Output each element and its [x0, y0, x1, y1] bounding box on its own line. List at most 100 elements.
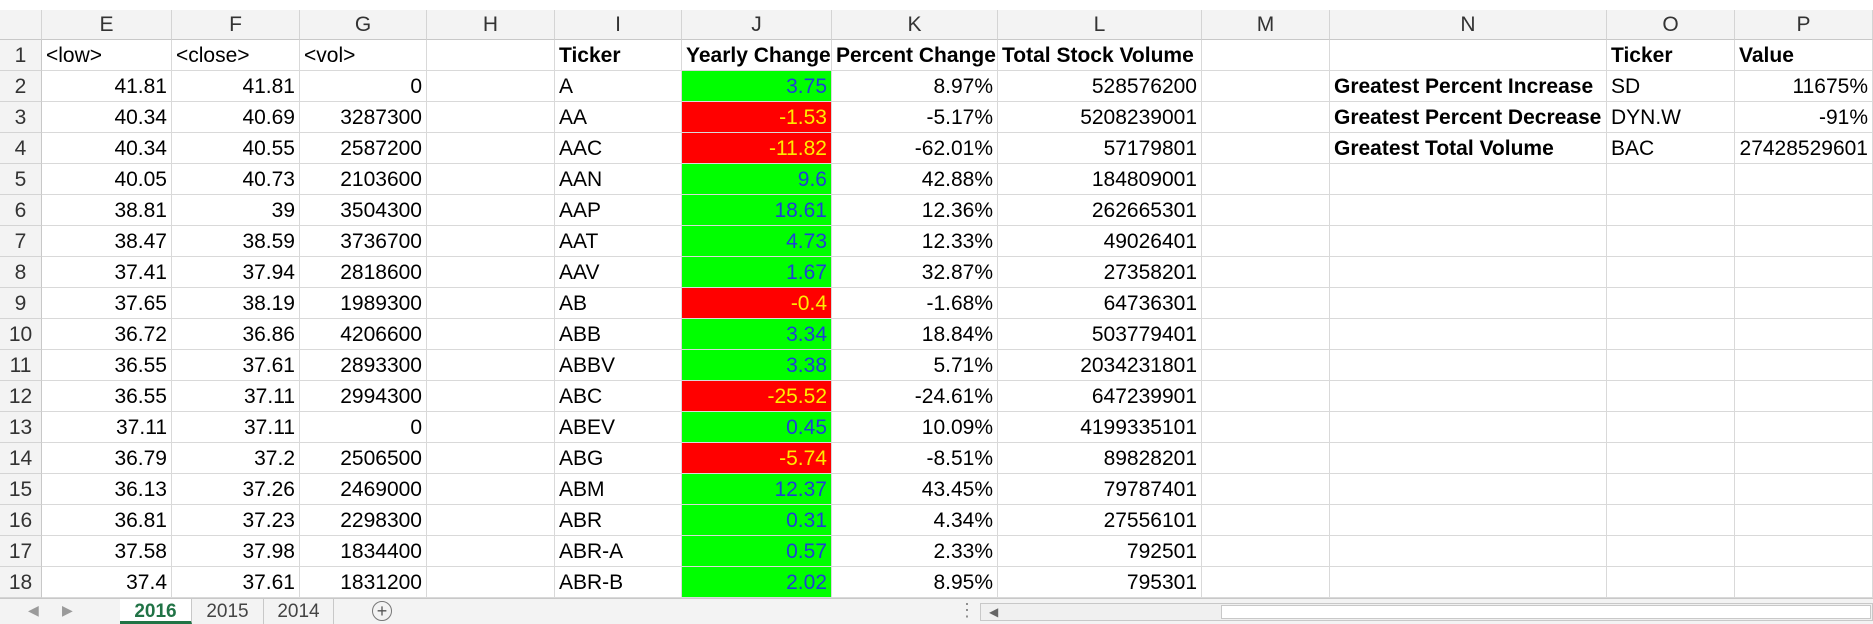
column-header-h[interactable]: H: [427, 10, 555, 40]
header-cell-i[interactable]: Ticker: [555, 40, 682, 71]
cell-o[interactable]: [1607, 567, 1735, 598]
percent-change-cell[interactable]: -8.51%: [832, 443, 998, 474]
percent-change-cell[interactable]: -62.01%: [832, 133, 998, 164]
cell-m[interactable]: [1202, 412, 1330, 443]
cell-f[interactable]: 41.81: [172, 71, 300, 102]
header-cell-l[interactable]: Total Stock Volume: [998, 40, 1202, 71]
yearly-change-cell[interactable]: 1.67: [682, 257, 832, 288]
yearly-change-cell[interactable]: 0.57: [682, 536, 832, 567]
total-volume-cell[interactable]: 89828201: [998, 443, 1202, 474]
percent-change-cell[interactable]: 10.09%: [832, 412, 998, 443]
cell-f[interactable]: 39: [172, 195, 300, 226]
cell-h[interactable]: [427, 102, 555, 133]
cell-p[interactable]: [1735, 350, 1873, 381]
cell-g[interactable]: 0: [300, 412, 427, 443]
ticker-cell[interactable]: ABEV: [555, 412, 682, 443]
percent-change-cell[interactable]: 8.97%: [832, 71, 998, 102]
cell-g[interactable]: 2587200: [300, 133, 427, 164]
cell-n[interactable]: [1330, 226, 1607, 257]
cell-e[interactable]: 37.4: [42, 567, 172, 598]
total-volume-cell[interactable]: 79787401: [998, 474, 1202, 505]
yearly-change-cell[interactable]: 3.34: [682, 319, 832, 350]
row-header[interactable]: 13: [0, 412, 42, 443]
summary-ticker-cell[interactable]: BAC: [1607, 133, 1735, 164]
cell-f[interactable]: 38.59: [172, 226, 300, 257]
cell-o[interactable]: [1607, 319, 1735, 350]
cell-e[interactable]: 37.11: [42, 412, 172, 443]
yearly-change-cell[interactable]: -1.53: [682, 102, 832, 133]
cell-n[interactable]: [1330, 288, 1607, 319]
cell-p[interactable]: [1735, 164, 1873, 195]
cell-g[interactable]: 3504300: [300, 195, 427, 226]
ticker-cell[interactable]: ABB: [555, 319, 682, 350]
cell-e[interactable]: 37.65: [42, 288, 172, 319]
yearly-change-cell[interactable]: 9.6: [682, 164, 832, 195]
cell-g[interactable]: 4206600: [300, 319, 427, 350]
cell-o[interactable]: [1607, 195, 1735, 226]
ticker-cell[interactable]: A: [555, 71, 682, 102]
percent-change-cell[interactable]: -5.17%: [832, 102, 998, 133]
cell-n[interactable]: [1330, 505, 1607, 536]
cell-f[interactable]: 37.98: [172, 536, 300, 567]
cell-o[interactable]: [1607, 257, 1735, 288]
yearly-change-cell[interactable]: -5.74: [682, 443, 832, 474]
ticker-cell[interactable]: ABM: [555, 474, 682, 505]
ticker-cell[interactable]: AA: [555, 102, 682, 133]
cell-f[interactable]: 37.61: [172, 567, 300, 598]
cell-f[interactable]: 37.61: [172, 350, 300, 381]
row-header[interactable]: 12: [0, 381, 42, 412]
percent-change-cell[interactable]: 12.33%: [832, 226, 998, 257]
cell-m[interactable]: [1202, 257, 1330, 288]
cell-e[interactable]: 36.13: [42, 474, 172, 505]
header-cell-k[interactable]: Percent Change: [832, 40, 998, 71]
cell-f[interactable]: 36.86: [172, 319, 300, 350]
ticker-cell[interactable]: AAT: [555, 226, 682, 257]
row-header[interactable]: 3: [0, 102, 42, 133]
row-header[interactable]: 16: [0, 505, 42, 536]
percent-change-cell[interactable]: -24.61%: [832, 381, 998, 412]
cell-f[interactable]: 37.2: [172, 443, 300, 474]
percent-change-cell[interactable]: 2.33%: [832, 536, 998, 567]
cell-g[interactable]: 1831200: [300, 567, 427, 598]
percent-change-cell[interactable]: 43.45%: [832, 474, 998, 505]
cell-m[interactable]: [1202, 195, 1330, 226]
total-volume-cell[interactable]: 262665301: [998, 195, 1202, 226]
cell-o[interactable]: [1607, 474, 1735, 505]
cell-p[interactable]: [1735, 226, 1873, 257]
cell-f[interactable]: 40.69: [172, 102, 300, 133]
summary-label-cell[interactable]: Greatest Percent Decrease: [1330, 102, 1607, 133]
yearly-change-cell[interactable]: -25.52: [682, 381, 832, 412]
cell-p[interactable]: [1735, 412, 1873, 443]
percent-change-cell[interactable]: 5.71%: [832, 350, 998, 381]
cell-n[interactable]: [1330, 474, 1607, 505]
horizontal-scrollbar[interactable]: ◀: [980, 603, 1873, 621]
summary-label-cell[interactable]: Greatest Percent Increase: [1330, 71, 1607, 102]
cell-h[interactable]: [427, 443, 555, 474]
cell-o[interactable]: [1607, 381, 1735, 412]
cell-o[interactable]: [1607, 443, 1735, 474]
header-cell-m[interactable]: [1202, 40, 1330, 71]
cell-g[interactable]: 1989300: [300, 288, 427, 319]
column-header-p[interactable]: P: [1735, 10, 1873, 40]
summary-value-cell[interactable]: 27428529601: [1735, 133, 1873, 164]
total-volume-cell[interactable]: 503779401: [998, 319, 1202, 350]
cell-f[interactable]: 38.19: [172, 288, 300, 319]
cell-p[interactable]: [1735, 536, 1873, 567]
row-header[interactable]: 5: [0, 164, 42, 195]
cell-o[interactable]: [1607, 412, 1735, 443]
cell-m[interactable]: [1202, 474, 1330, 505]
cell-p[interactable]: [1735, 195, 1873, 226]
cell-e[interactable]: 38.47: [42, 226, 172, 257]
cell-m[interactable]: [1202, 350, 1330, 381]
cell-n[interactable]: [1330, 257, 1607, 288]
total-volume-cell[interactable]: 184809001: [998, 164, 1202, 195]
cell-f[interactable]: 37.11: [172, 412, 300, 443]
ticker-cell[interactable]: ABR-A: [555, 536, 682, 567]
cell-h[interactable]: [427, 567, 555, 598]
row-header[interactable]: 6: [0, 195, 42, 226]
cell-m[interactable]: [1202, 102, 1330, 133]
cell-n[interactable]: [1330, 536, 1607, 567]
cell-m[interactable]: [1202, 226, 1330, 257]
cell-e[interactable]: 40.34: [42, 133, 172, 164]
scroll-left-icon[interactable]: ◀: [989, 605, 999, 619]
